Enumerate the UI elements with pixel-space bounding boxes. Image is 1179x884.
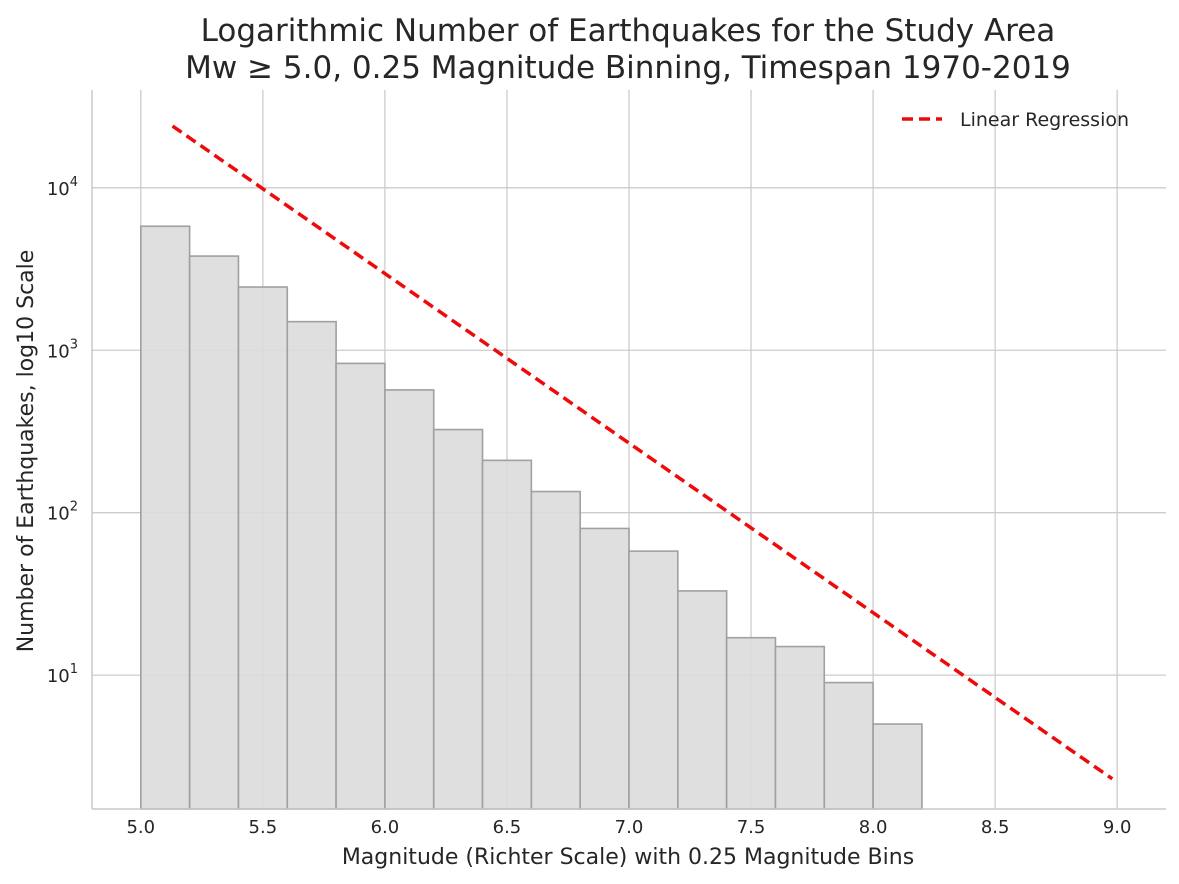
x-tick-label: 7.0 [615,817,644,838]
legend-label-linear-regression: Linear Regression [960,109,1129,131]
histogram-bar [530,490,581,810]
histogram-bar [725,636,777,810]
histogram-bar [872,723,923,810]
histogram-bar [384,389,435,810]
x-tick-label: 8.5 [981,817,1010,838]
histogram-bar [335,362,386,810]
legend: Linear Regression [902,109,1129,131]
histogram-bar [677,590,728,810]
histogram-bar [774,645,826,810]
histogram-bar [237,286,289,810]
x-tick-label: 6.5 [493,817,522,838]
y-tick-label: 104 [47,175,78,200]
histogram-bar [140,225,191,810]
x-tick-label: 5.0 [126,817,155,838]
y-tick-label: 103 [47,337,78,362]
y-axis-label: Number of Earthquakes, log10 Scale [14,250,39,653]
x-tick-label: 5.5 [249,817,278,838]
x-tick-label: 9.0 [1103,817,1132,838]
x-axis-label: Magnitude (Richter Scale) with 0.25 Magn… [342,845,914,870]
x-tick-label: 8.0 [859,817,888,838]
chart-title-line-1: Logarithmic Number of Earthquakes for th… [201,13,1056,49]
histogram-bars [140,225,923,810]
histogram-bar [579,527,630,810]
histogram-bar [188,255,240,810]
chart-title-line-2: Mw ≥ 5.0, 0.25 Magnitude Binning, Timesp… [185,50,1071,86]
regression-line-group [171,124,1114,781]
histogram-bar [481,459,533,810]
x-tick-label: 6.0 [371,817,400,838]
histogram-bar [432,428,484,810]
x-tick-labels: 5.0 5.5 6.0 6.5 7.0 7.5 8.0 8.5 9.0 [126,817,1131,838]
y-tick-label: 102 [47,500,78,525]
histogram-bar [823,681,874,810]
y-tick-label: 101 [47,662,78,687]
x-tick-label: 7.5 [737,817,766,838]
histogram-bar [628,550,679,810]
histogram-bar [286,320,337,810]
y-tick-labels: 101 102 103 104 [47,175,78,687]
regression-line [171,124,1114,781]
